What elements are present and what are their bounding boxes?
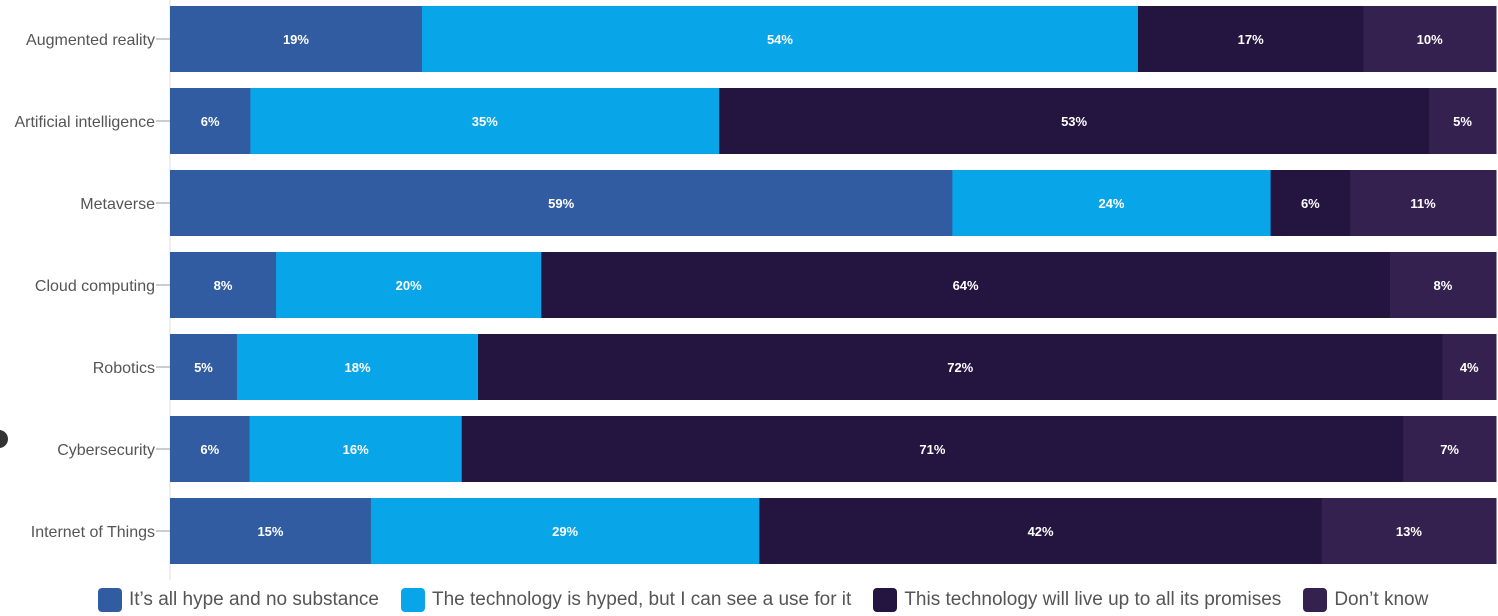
bar-segment bbox=[170, 6, 423, 72]
data-label: 18% bbox=[344, 360, 370, 375]
bar-segment bbox=[1403, 416, 1497, 482]
data-label: 35% bbox=[472, 114, 498, 129]
data-label: 24% bbox=[1098, 196, 1124, 211]
bar-segment bbox=[249, 416, 463, 482]
data-label: 42% bbox=[1028, 524, 1054, 539]
bar-segment bbox=[719, 88, 1430, 154]
data-label: 17% bbox=[1238, 32, 1264, 47]
legend-item[interactable]: The technology is hyped, but I can see a… bbox=[401, 588, 851, 612]
bar-segment bbox=[1321, 498, 1497, 564]
data-label: 11% bbox=[1410, 196, 1436, 211]
legend-label: It’s all hype and no substance bbox=[129, 589, 379, 610]
category-label: Cloud computing bbox=[35, 278, 155, 295]
data-label: 59% bbox=[548, 196, 574, 211]
legend-item[interactable]: This technology will live up to all its … bbox=[873, 588, 1281, 612]
data-label: 8% bbox=[214, 278, 233, 293]
data-label: 72% bbox=[947, 360, 973, 375]
bar-segment bbox=[759, 498, 1323, 564]
bar-segment bbox=[170, 88, 251, 154]
bar-segment bbox=[1442, 334, 1497, 400]
stacked-bar-chart: 19% 54% 17% 10% Augmented reality 6% 35% 53% 5% A… bbox=[14, 0, 1497, 580]
bar-segment bbox=[1137, 6, 1364, 72]
category-label: Robotics bbox=[93, 360, 155, 377]
scroll-handle[interactable] bbox=[0, 430, 8, 448]
legend-item[interactable]: Don’t know bbox=[1303, 588, 1428, 612]
bar-segment bbox=[461, 416, 1404, 482]
legend-swatch bbox=[1303, 588, 1328, 612]
legend-item[interactable]: It’s all hype and no substance bbox=[98, 588, 379, 612]
data-label: 53% bbox=[1061, 114, 1087, 129]
legend-label: Don’t know bbox=[1334, 589, 1429, 610]
data-label: 15% bbox=[257, 524, 283, 539]
bar-segment bbox=[541, 252, 1391, 318]
bar-segment bbox=[370, 498, 760, 564]
data-label: 5% bbox=[1453, 114, 1472, 129]
bar-segment bbox=[478, 334, 1443, 400]
data-label: 29% bbox=[552, 524, 578, 539]
bar-segment bbox=[421, 6, 1139, 72]
data-label: 6% bbox=[200, 442, 219, 457]
legend-swatch bbox=[401, 588, 425, 612]
data-label: 6% bbox=[201, 114, 220, 129]
data-label: 4% bbox=[1460, 360, 1479, 375]
bar-segment bbox=[170, 416, 251, 482]
category-label: Internet of Things bbox=[31, 524, 155, 541]
bar-segment bbox=[1429, 88, 1497, 154]
data-label: 6% bbox=[1301, 196, 1320, 211]
legend-swatch bbox=[873, 588, 898, 612]
bar-segment bbox=[170, 498, 372, 564]
data-label: 54% bbox=[767, 32, 793, 47]
data-label: 10% bbox=[1417, 32, 1443, 47]
legend-swatch bbox=[98, 588, 122, 612]
bar-segment bbox=[1363, 6, 1497, 72]
legend-label: This technology will live up to all its … bbox=[904, 589, 1282, 610]
bar-segment bbox=[236, 334, 479, 400]
data-label: 8% bbox=[1434, 278, 1453, 293]
data-label: 64% bbox=[953, 278, 979, 293]
bar-segment bbox=[170, 170, 953, 236]
category-label: Cybersecurity bbox=[57, 442, 155, 459]
bar-segment bbox=[952, 170, 1272, 236]
data-label: 7% bbox=[1440, 442, 1459, 457]
category-label: Augmented reality bbox=[26, 32, 155, 49]
bar-segment bbox=[170, 252, 277, 318]
bar-segment bbox=[170, 334, 238, 400]
data-label: 20% bbox=[396, 278, 422, 293]
data-label: 13% bbox=[1396, 524, 1422, 539]
data-label: 16% bbox=[343, 442, 369, 457]
bar-segment bbox=[276, 252, 542, 318]
category-label: Metaverse bbox=[80, 196, 155, 213]
bar-segment bbox=[1270, 170, 1351, 236]
data-label: 19% bbox=[283, 32, 309, 47]
bar-segment bbox=[1389, 252, 1497, 318]
data-label: 5% bbox=[194, 360, 213, 375]
data-label: 71% bbox=[919, 442, 945, 457]
category-label: Artificial intelligence bbox=[14, 114, 155, 131]
legend-label: The technology is hyped, but I can see a… bbox=[432, 589, 852, 610]
legend: It’s all hype and no substance The techno… bbox=[98, 588, 1428, 612]
bar-segment bbox=[250, 88, 720, 154]
bar-segment bbox=[1350, 170, 1497, 236]
